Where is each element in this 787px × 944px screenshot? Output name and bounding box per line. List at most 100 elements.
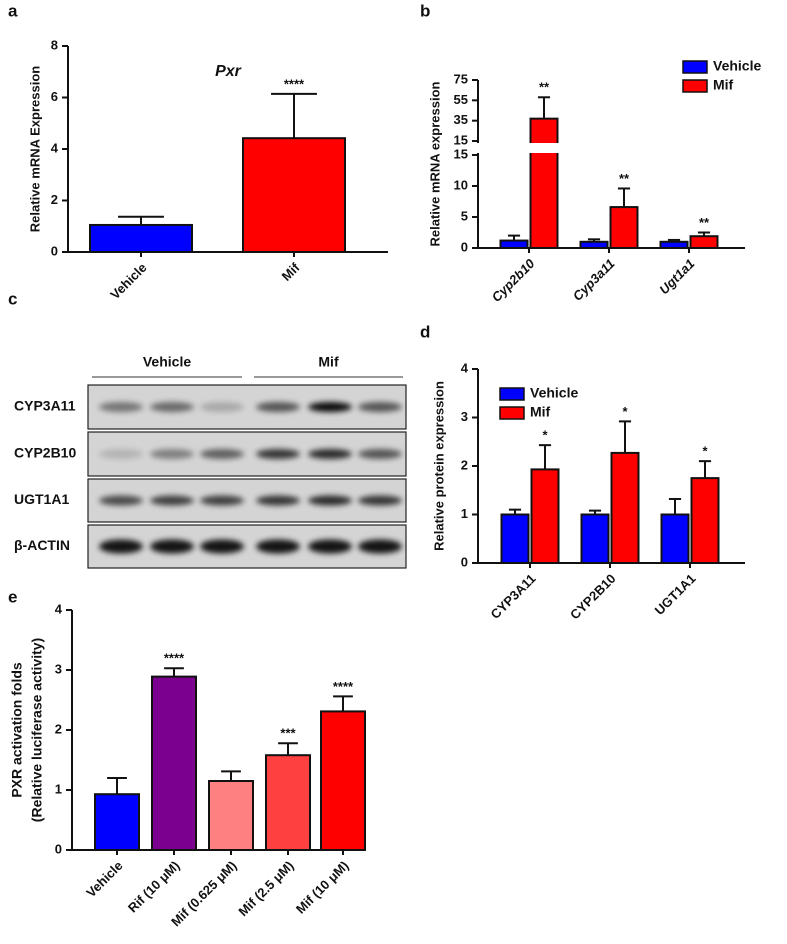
blot-band xyxy=(256,449,300,459)
legend-label: Vehicle xyxy=(530,385,578,401)
x-tick-label: Cyp2b10 xyxy=(489,255,538,304)
y-axis-label: Relative mRNA expression xyxy=(427,81,442,246)
legend-swatch xyxy=(499,387,525,401)
bar xyxy=(94,793,140,852)
significance: * xyxy=(622,404,628,419)
x-tick-label: Mif (2.5 μM) xyxy=(235,858,296,919)
y-axis-label: Relative mRNA Expression xyxy=(27,66,42,232)
legend-label: Mif xyxy=(713,77,734,93)
y-tick-label: 35 xyxy=(454,112,468,127)
chart-title: Pxr xyxy=(215,63,242,80)
y-tick-label: 1 xyxy=(461,506,468,521)
y-tick-label: 4 xyxy=(51,140,59,155)
y-tick-label: 0 xyxy=(51,243,58,258)
legend-swatch xyxy=(682,60,708,74)
axis-break xyxy=(476,143,743,153)
bar xyxy=(208,780,254,851)
x-tick-label: Rif (10 μM) xyxy=(125,858,183,916)
bar xyxy=(265,754,311,852)
blot-band xyxy=(150,539,194,554)
y-tick-label: 3 xyxy=(55,661,62,676)
blot-band xyxy=(99,449,143,459)
blot-band xyxy=(99,402,143,412)
blot-band xyxy=(256,539,300,554)
blot-group: Vehicle xyxy=(143,354,191,370)
blot-row-label: β-ACTIN xyxy=(14,537,70,553)
blot-row-label: UGT1A1 xyxy=(14,491,69,507)
x-tick-label: UGT1A1 xyxy=(652,571,699,618)
bar xyxy=(610,451,640,564)
bar xyxy=(499,239,529,249)
blot-band xyxy=(256,402,300,412)
y-tick-label: 15 xyxy=(454,132,468,147)
x-tick-label: CYP2B10 xyxy=(567,571,618,622)
y-tick-label: 55 xyxy=(454,92,468,107)
y-tick-label: 2 xyxy=(461,457,468,472)
x-tick-label: Mif (10 μM) xyxy=(293,858,352,917)
panel-label: d xyxy=(420,322,430,341)
blot-band xyxy=(150,495,194,506)
significance: **** xyxy=(284,76,305,91)
bar xyxy=(242,137,346,253)
blot-band xyxy=(200,402,244,412)
legend-swatch xyxy=(682,79,708,93)
y-tick-label: 2 xyxy=(51,192,58,207)
significance: **** xyxy=(164,651,185,666)
bar xyxy=(690,477,720,564)
x-tick-label: CYP3A11 xyxy=(488,571,539,622)
blot-band xyxy=(99,495,143,506)
y-tick-label: 0 xyxy=(461,239,468,254)
blot-group: Mif xyxy=(318,354,339,370)
significance: ** xyxy=(699,215,710,230)
bar xyxy=(89,223,193,253)
blot-band xyxy=(358,402,402,412)
bar xyxy=(529,117,559,249)
blot-band xyxy=(200,495,244,506)
y-tick-label: 2 xyxy=(55,721,62,736)
blot-row-label: CYP2B10 xyxy=(14,445,76,461)
significance: * xyxy=(542,428,548,443)
legend-label: Mif xyxy=(530,404,551,420)
blot-band xyxy=(308,539,352,554)
blot-band xyxy=(358,495,402,506)
y-tick-label: 8 xyxy=(51,37,58,52)
significance: ** xyxy=(539,80,550,95)
bar xyxy=(609,206,639,249)
blot-band xyxy=(308,402,352,412)
blot-band xyxy=(308,449,352,459)
x-tick-label: Ugt1a1 xyxy=(656,256,697,297)
blot-band xyxy=(150,402,194,412)
y-tick-label: 15 xyxy=(454,146,468,161)
bar xyxy=(689,235,719,250)
bar xyxy=(660,513,690,564)
significance: ** xyxy=(619,171,630,186)
significance: *** xyxy=(280,726,296,741)
bar xyxy=(530,468,560,564)
panel-label: b xyxy=(420,1,430,20)
x-tick-label: Vehicle xyxy=(107,260,149,302)
x-tick-label: Mif xyxy=(279,259,303,283)
y-axis-label: PXR activation folds xyxy=(9,662,25,798)
y-axis-label: (Relative luciferase activity) xyxy=(29,638,45,822)
bar xyxy=(580,513,610,564)
significance: **** xyxy=(333,679,354,694)
y-tick-label: 0 xyxy=(461,554,468,569)
panel-label: a xyxy=(8,1,18,20)
y-tick-label: 3 xyxy=(461,409,468,424)
bar xyxy=(151,675,197,851)
blot-band xyxy=(200,539,244,554)
blot-band xyxy=(200,449,244,459)
significance: * xyxy=(702,444,708,459)
y-tick-label: 1 xyxy=(55,781,62,796)
bar xyxy=(500,513,530,564)
blot-band xyxy=(150,449,194,459)
blot-band xyxy=(358,539,402,554)
x-tick-label: Vehicle xyxy=(83,858,125,900)
blot-band xyxy=(256,495,300,506)
blot-band xyxy=(308,495,352,506)
y-tick-label: 10 xyxy=(454,177,468,192)
blot-row-label: CYP3A11 xyxy=(14,398,76,414)
y-tick-label: 5 xyxy=(461,208,468,223)
y-tick-label: 4 xyxy=(461,360,469,375)
